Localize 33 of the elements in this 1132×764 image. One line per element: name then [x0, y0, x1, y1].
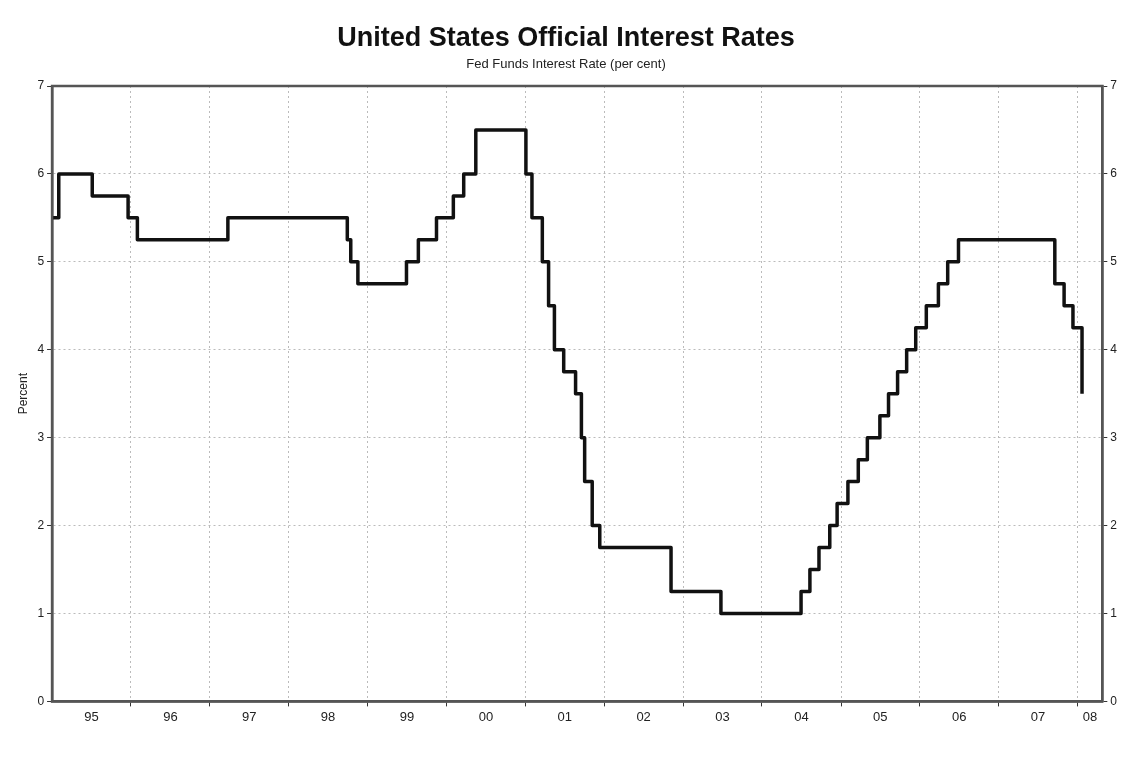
y2-tick-label: 3: [1110, 429, 1118, 444]
y2-tick-label: 1: [1110, 605, 1118, 620]
chart-title: United States Official Interest Rates: [337, 21, 795, 52]
y-tick-label: 3: [37, 429, 45, 444]
y-tick-label: 1: [37, 605, 45, 620]
x-tick-label: 07: [1030, 708, 1046, 724]
y-tick-label: 4: [37, 342, 45, 357]
x-tick-label: 04: [794, 708, 809, 724]
x-tick-label: 05: [873, 708, 888, 724]
y2-tick-label: 7: [1110, 78, 1118, 93]
x-tick-label: 95: [84, 708, 99, 724]
y-axis-title: Percent: [15, 372, 30, 415]
x-tick-label: 98: [320, 708, 336, 724]
x-tick-label: 06: [951, 708, 967, 724]
x-tick-label: 00: [478, 708, 494, 724]
x-tick-label: 08: [1082, 708, 1098, 724]
x-tick-label: 96: [163, 708, 178, 724]
y2-tick-label: 0: [1110, 693, 1118, 708]
x-tick-label: 99: [399, 708, 415, 724]
y-tick-label: 5: [37, 254, 45, 269]
y2-tick-label: 4: [1110, 342, 1118, 357]
y2-tick-label: 2: [1110, 517, 1118, 532]
y-tick-label: 2: [37, 517, 45, 532]
y2-tick-label: 6: [1110, 166, 1118, 181]
x-tick-label: 03: [715, 708, 730, 724]
y-tick-label: 0: [37, 693, 45, 708]
y-tick-label: 7: [37, 78, 45, 93]
y2-tick-label: 5: [1110, 254, 1118, 269]
chart-subtitle: Fed Funds Interest Rate (per cent): [466, 55, 666, 71]
x-tick-label: 01: [557, 708, 573, 724]
x-tick-label: 97: [242, 708, 257, 724]
x-tick-label: 02: [636, 708, 651, 724]
y-tick-label: 6: [37, 166, 45, 181]
